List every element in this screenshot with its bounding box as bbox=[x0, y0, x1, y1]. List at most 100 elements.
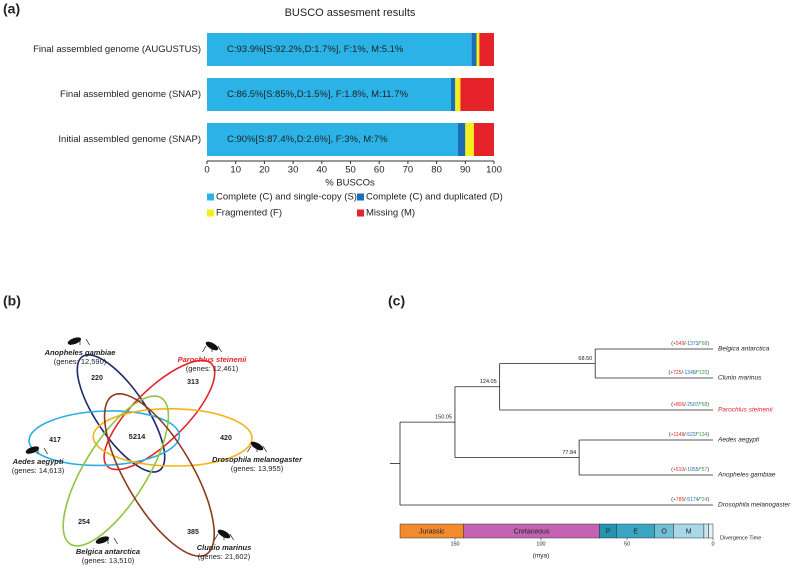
taxon-name: Drosophila melanogaster bbox=[718, 502, 791, 509]
x-tick-label: 0 bbox=[204, 165, 209, 176]
bar-label: C:90%[S:87.4%,D:2.6%], F:3%, M:7% bbox=[227, 134, 388, 145]
node-age-label: 124.05 bbox=[480, 379, 497, 385]
gene-family-counts: (+725/-1348/*120) bbox=[669, 370, 710, 376]
insect-leg bbox=[70, 338, 75, 346]
unique-count: 313 bbox=[187, 379, 199, 386]
count-gain: +510 bbox=[673, 467, 684, 473]
taxon-name: Parochlus steinenii bbox=[718, 407, 773, 414]
set-genes: (genes: 12,461) bbox=[186, 364, 239, 373]
set-ellipse bbox=[62, 395, 170, 547]
panel-label: (b) bbox=[3, 293, 21, 309]
set-name: Drosophila melanogaster bbox=[212, 455, 303, 464]
count-punctuation: / bbox=[684, 467, 686, 473]
bar-label: C:93.9%[S:92.2%,D:1.7%], F:1%, M:5.1% bbox=[227, 44, 404, 55]
x-tick-label: 20 bbox=[259, 165, 270, 176]
unique-count: 385 bbox=[187, 529, 199, 536]
set-name: Parochlus steinenii bbox=[178, 355, 248, 364]
gene-family-counts: (+806/-2507/*68) bbox=[671, 402, 709, 408]
scale-title: Divergence Time bbox=[720, 535, 761, 541]
taxon-name: Aedes aegypti bbox=[717, 437, 760, 444]
count-punctuation: ) bbox=[707, 467, 709, 473]
count-rapid: *57 bbox=[700, 467, 708, 473]
chart-title: BUSCO assesment results bbox=[285, 7, 416, 19]
gene-family-counts: (+785/-5174/*24) bbox=[671, 497, 709, 503]
set-genes: (genes: 13,955) bbox=[231, 464, 284, 473]
count-punctuation: / bbox=[684, 497, 686, 503]
legend-swatch bbox=[357, 193, 364, 201]
set-name: Belgica antarctica bbox=[76, 547, 140, 556]
core-count: 5214 bbox=[129, 432, 147, 441]
legend-swatch bbox=[207, 193, 214, 201]
insect-leg bbox=[43, 447, 48, 455]
count-punctuation: ( bbox=[669, 432, 671, 438]
insect-leg bbox=[262, 445, 267, 453]
insect-leg bbox=[28, 447, 33, 455]
panel-label: (a) bbox=[3, 1, 20, 17]
legend-swatch bbox=[207, 209, 214, 217]
count-punctuation: / bbox=[681, 370, 683, 376]
bar-label: C:86.5%[S:85%,D:1.5%], F:1.8%, M:11.7% bbox=[227, 89, 408, 100]
bar-segment bbox=[476, 33, 480, 66]
x-tick-label: 90 bbox=[460, 165, 471, 176]
count-punctuation: ) bbox=[707, 432, 709, 438]
set-genes: (genes: 12,590) bbox=[54, 357, 107, 366]
era-label: M bbox=[686, 528, 692, 535]
count-punctuation: ( bbox=[671, 497, 673, 503]
count-punctuation: / bbox=[696, 432, 698, 438]
bar-segment bbox=[450, 78, 456, 111]
count-punctuation: ( bbox=[669, 370, 671, 376]
count-loss: -1373 bbox=[686, 341, 699, 347]
bar-segment bbox=[479, 33, 494, 66]
era-label: O bbox=[661, 528, 667, 535]
set-ellipse bbox=[92, 408, 253, 467]
legend-label: Complete (C) and single-copy (S) bbox=[216, 192, 357, 203]
count-rapid: *68 bbox=[700, 402, 708, 408]
set-name: Anopheles gambiae bbox=[44, 348, 116, 357]
count-rapid: *24 bbox=[700, 497, 708, 503]
count-punctuation: / bbox=[698, 467, 700, 473]
x-tick-label: 10 bbox=[230, 165, 241, 176]
bar-segment bbox=[457, 123, 466, 156]
era-label: P bbox=[606, 528, 611, 535]
insect-icon bbox=[95, 536, 110, 544]
bar-segment bbox=[460, 78, 494, 111]
x-tick-label: 100 bbox=[536, 541, 545, 547]
insect-leg bbox=[229, 533, 234, 541]
count-gain: +1148 bbox=[671, 432, 685, 438]
taxon-name: Anopheles gambiae bbox=[717, 472, 776, 479]
x-tick-label: 60 bbox=[374, 165, 385, 176]
insect-leg bbox=[98, 537, 103, 545]
insect-leg bbox=[247, 445, 252, 453]
legend-label: Fragmented (F) bbox=[216, 208, 282, 219]
count-punctuation: / bbox=[698, 341, 700, 347]
count-punctuation: / bbox=[684, 432, 686, 438]
count-punctuation: ( bbox=[671, 341, 673, 347]
x-tick-label: 150 bbox=[450, 541, 459, 547]
count-loss: -1348 bbox=[683, 370, 696, 376]
gene-family-counts: (+510/-1055/*57) bbox=[671, 467, 709, 473]
set-genes: (genes: 13,510) bbox=[82, 556, 135, 565]
count-punctuation: ( bbox=[671, 467, 673, 473]
count-gain: +549 bbox=[673, 341, 684, 347]
bar-segment bbox=[473, 123, 494, 156]
era-label: Jurassic bbox=[419, 528, 445, 535]
legend-swatch bbox=[357, 209, 364, 217]
era bbox=[708, 523, 714, 539]
count-loss: -522 bbox=[686, 432, 696, 438]
set-ellipse bbox=[28, 410, 181, 467]
count-loss: -5174 bbox=[686, 497, 699, 503]
x-axis-label: (mya) bbox=[533, 553, 550, 560]
count-punctuation: / bbox=[698, 497, 700, 503]
count-punctuation: ) bbox=[707, 497, 709, 503]
era bbox=[703, 523, 709, 539]
category-label: Initial assembled genome (SNAP) bbox=[58, 134, 201, 145]
taxon-name: Clunio marinus bbox=[718, 375, 762, 382]
insect-leg bbox=[85, 338, 90, 346]
count-punctuation: / bbox=[684, 402, 686, 408]
count-punctuation: / bbox=[696, 370, 698, 376]
bar-segment bbox=[207, 33, 472, 66]
node-age-label: 68.50 bbox=[578, 356, 592, 362]
count-rapid: *68 bbox=[700, 341, 708, 347]
gene-family-counts: (+1148/-522/*134) bbox=[669, 432, 709, 438]
count-gain: +785 bbox=[673, 497, 684, 503]
